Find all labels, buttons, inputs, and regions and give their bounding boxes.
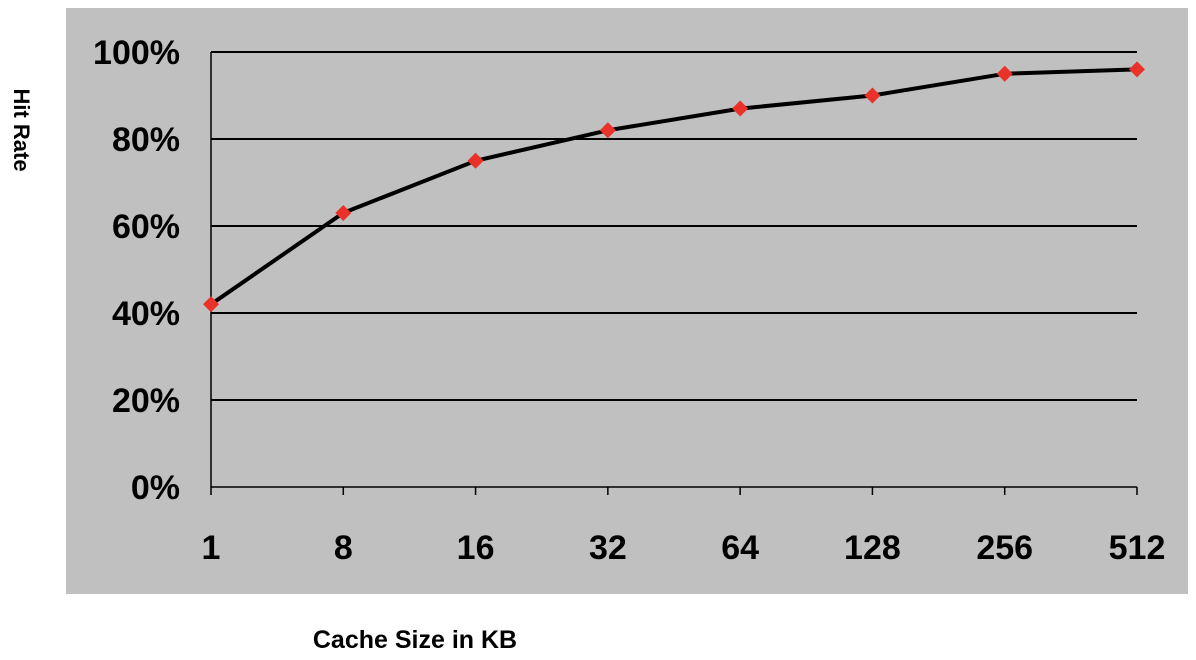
x-tick-label: 64 bbox=[721, 529, 759, 567]
series-line bbox=[209, 67, 1138, 306]
data-point-marker bbox=[467, 152, 484, 169]
gridlines bbox=[211, 51, 1137, 401]
x-tick-labels: 1 8 16 32 64 128 256 512 bbox=[202, 529, 1166, 567]
x-tick-label: 1 bbox=[202, 529, 221, 567]
data-point-marker bbox=[203, 296, 219, 313]
x-axis-label: Cache Size in KB bbox=[313, 626, 517, 654]
y-tick-label: 60% bbox=[112, 208, 180, 246]
y-tick-label: 0% bbox=[131, 469, 180, 507]
x-tick-label: 256 bbox=[976, 529, 1033, 567]
x-ticks bbox=[210, 487, 1138, 495]
y-axis-label: Hit Rate bbox=[9, 88, 34, 171]
y-tick-label: 40% bbox=[112, 295, 180, 333]
data-point-marker bbox=[335, 204, 352, 221]
x-tick-label: 512 bbox=[1109, 529, 1166, 567]
y-tick-label: 20% bbox=[112, 382, 180, 420]
data-point-marker bbox=[599, 122, 616, 139]
axes bbox=[210, 52, 1137, 488]
data-point-marker bbox=[732, 100, 749, 117]
plot-background bbox=[66, 8, 1188, 594]
y-tick-label: 100% bbox=[93, 34, 180, 72]
y-tick-labels: 0% 20% 40% 60% 80% 100% bbox=[93, 34, 180, 507]
x-tick-label: 128 bbox=[844, 529, 901, 567]
data-point-marker bbox=[996, 65, 1013, 82]
data-point-marker bbox=[1129, 61, 1145, 78]
data-point-marker bbox=[864, 87, 881, 104]
x-tick-label: 32 bbox=[589, 529, 627, 567]
series-markers bbox=[203, 61, 1145, 313]
y-tick-label: 80% bbox=[112, 121, 180, 159]
x-tick-label: 8 bbox=[334, 529, 353, 567]
x-tick-label: 16 bbox=[457, 529, 495, 567]
